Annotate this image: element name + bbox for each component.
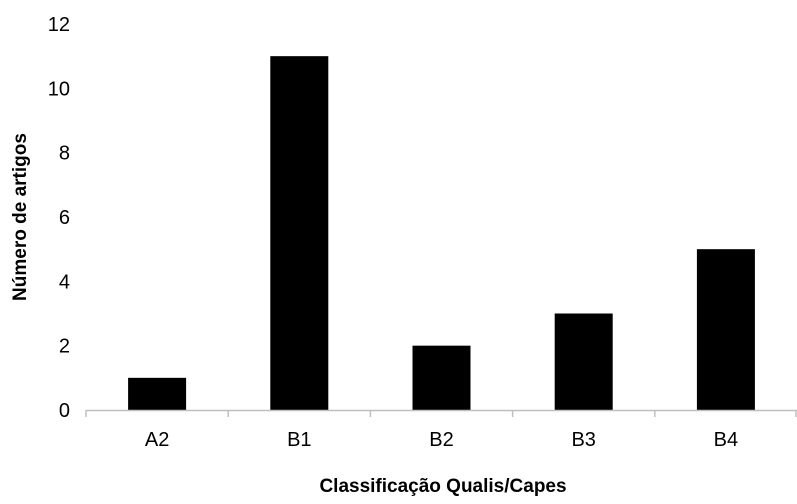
x-tick-label: A2 — [145, 429, 169, 451]
bar-b2 — [412, 345, 471, 410]
bars — [128, 56, 755, 411]
x-axis-ticks: A2 B1 B2 B3 B4 — [145, 429, 738, 451]
y-tick-label: 0 — [59, 400, 70, 422]
x-axis — [85, 409, 797, 417]
y-tick-label: 2 — [59, 336, 70, 358]
y-tick-label: 4 — [59, 271, 70, 293]
bar-a2 — [128, 377, 187, 410]
y-tick-label: 12 — [48, 14, 70, 36]
bar-b4 — [696, 249, 755, 410]
bar-b3 — [554, 313, 613, 410]
x-tick-label: B4 — [714, 429, 738, 451]
x-tick-label: B3 — [571, 429, 595, 451]
x-axis-title: Classificação Qualis/Capes — [319, 476, 566, 497]
y-axis-ticks: 0 2 4 6 8 10 12 — [48, 14, 70, 422]
y-tick-label: 8 — [59, 143, 70, 165]
y-tick-label: 6 — [59, 207, 70, 229]
y-axis-title: Número de artigos — [10, 133, 31, 301]
x-tick-label: B2 — [429, 429, 453, 451]
bar-b1 — [270, 56, 329, 411]
y-tick-label: 10 — [48, 78, 70, 100]
x-tick-label: B1 — [287, 429, 311, 451]
